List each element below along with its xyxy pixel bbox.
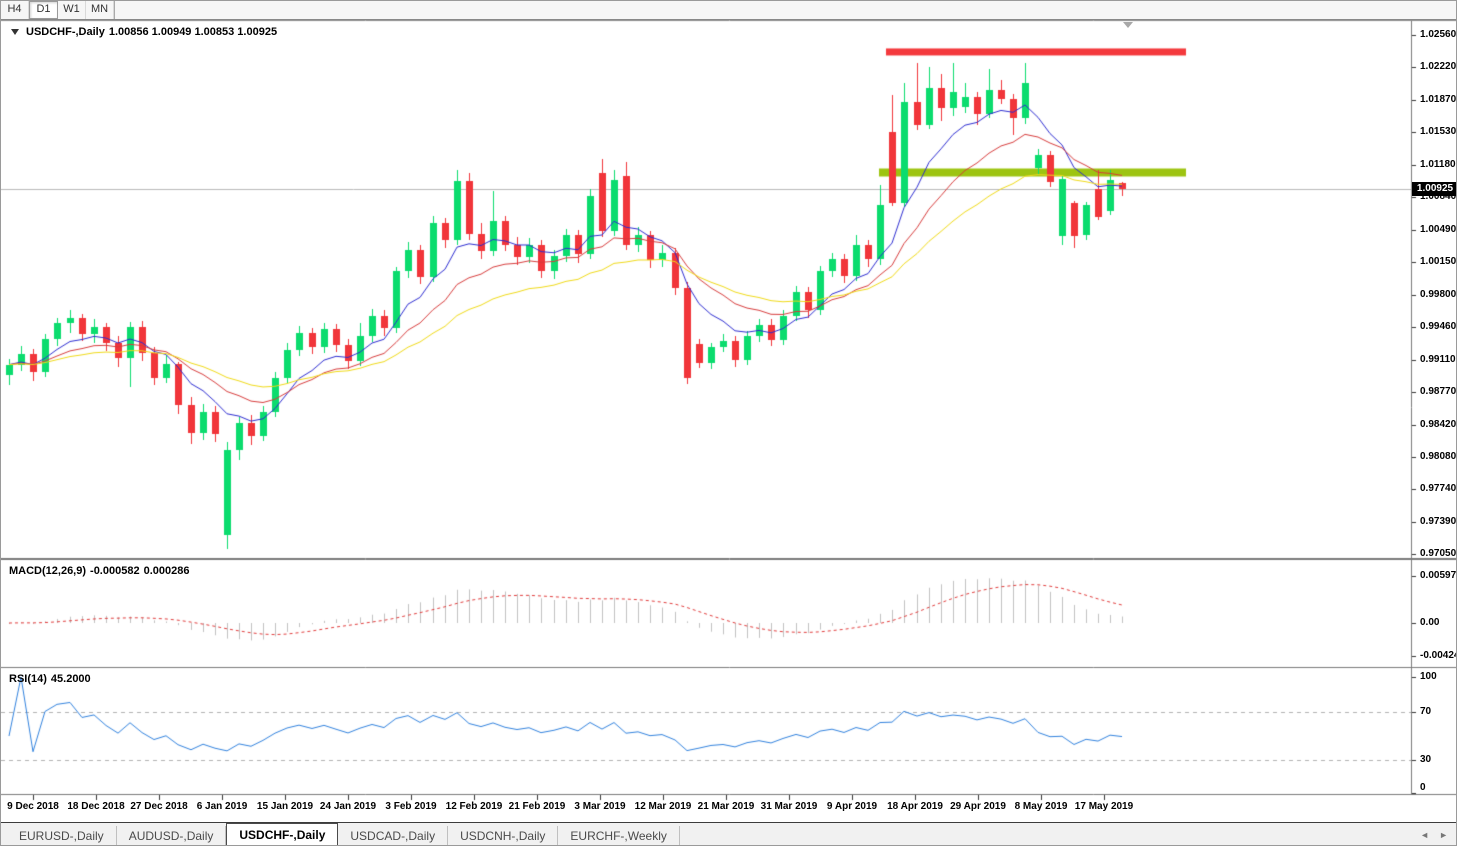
tab-usdcnh-daily[interactable]: USDCNH-,Daily (448, 826, 559, 845)
date-axis-label: 21 Feb 2019 (508, 801, 566, 812)
indicator-collapse-icon[interactable] (11, 29, 19, 35)
date-axis-label: 31 Mar 2019 (760, 801, 818, 812)
chart-title: USDCHF-,Daily 1.00856 1.00949 1.00853 1.0… (11, 26, 281, 38)
rsi-value: 45.2000 (50, 673, 91, 685)
tab-scroll-left-button[interactable]: ◄ (1420, 830, 1430, 840)
price-axis-label: 0.98420 (1420, 418, 1457, 430)
price-axis-label: 1.01870 (1420, 93, 1457, 105)
price-axis-label: 0.98770 (1420, 385, 1457, 397)
date-axis-label: 12 Feb 2019 (445, 801, 503, 812)
rsi-axis-label: 30 (1420, 753, 1432, 765)
date-axis-label: 8 May 2019 (1014, 801, 1068, 812)
macd-main-value: -0.000582 (90, 565, 140, 577)
price-axis-label: 1.01530 (1420, 126, 1457, 137)
price-axis-label: 1.02220 (1420, 61, 1457, 73)
price-axis-label: 0.99110 (1420, 353, 1456, 365)
rsi-axis-label: 100 (1420, 671, 1437, 682)
date-axis-label: 27 Dec 2018 (130, 801, 188, 812)
chart-tab-bar: EURUSD-,Daily AUDUSD-,Daily USDCHF-,Daily U… (1, 822, 1456, 845)
date-axis-label: 24 Jan 2019 (319, 801, 377, 812)
date-axis-label: 18 Dec 2018 (67, 801, 125, 812)
macd-axis-label: -0.00424 (1420, 650, 1457, 662)
rsi-axis-label: 0 (1420, 782, 1426, 793)
price-axis-label: 1.00840 (1420, 190, 1457, 202)
rsi-name: RSI(14) (9, 673, 47, 685)
price-axis-label: 0.99460 (1420, 320, 1457, 332)
tab-eurusd-daily[interactable]: EURUSD-,Daily (7, 826, 117, 845)
chart-tabs: EURUSD-,Daily AUDUSD-,Daily USDCHF-,Daily U… (7, 823, 680, 845)
date-axis-label: 9 Dec 2018 (7, 801, 59, 812)
date-axis-label: 29 Apr 2019 (950, 801, 1006, 812)
tab-usdchf-daily[interactable]: USDCHF-,Daily (226, 823, 339, 845)
date-axis-label: 9 Apr 2019 (826, 801, 878, 812)
date-axis-label: 15 Jan 2019 (256, 801, 314, 812)
price-axis-label: 1.00150 (1420, 255, 1457, 267)
rsi-axis-label: 70 (1420, 706, 1432, 718)
date-axis-label: 12 Mar 2019 (634, 801, 692, 812)
chart-shift-marker-icon (1123, 22, 1133, 28)
price-axis-label: 0.98080 (1420, 450, 1457, 462)
price-axis-label: 1.00490 (1420, 223, 1457, 235)
price-axis-label: 0.97390 (1420, 515, 1457, 527)
macd-axis-label: 0.00 (1420, 617, 1440, 628)
price-axis-label: 1.02560 (1420, 29, 1457, 40)
macd-signal-value: 0.000286 (143, 565, 190, 577)
chart-ohlc-values: 1.00856 1.00949 1.00853 1.00925 (108, 26, 278, 38)
tab-scroll-arrows: ◄ ► (1420, 830, 1448, 840)
macd-name: MACD(12,26,9) (9, 565, 87, 577)
price-axis-label: 0.97050 (1420, 547, 1457, 559)
tab-audusd-daily[interactable]: AUDUSD-,Daily (117, 826, 227, 845)
date-axis-label: 6 Jan 2019 (196, 801, 248, 812)
date-axis-label: 3 Mar 2019 (574, 801, 626, 812)
macd-label: MACD(12,26,9) -0.000582 0.000286 (9, 565, 193, 577)
tab-usdcad-daily[interactable]: USDCAD-,Daily (338, 826, 449, 845)
current-price-badge: 1.00925 (1412, 181, 1456, 196)
rsi-label: RSI(14) 45.2000 (9, 673, 95, 685)
date-axis-label: 3 Feb 2019 (385, 801, 437, 812)
chart-symbol-label: USDCHF-,Daily (26, 26, 105, 38)
price-axis-label: 1.01180 (1420, 158, 1456, 170)
macd-axis-label: 0.00597 (1420, 569, 1457, 581)
price-axis-label: 0.97740 (1420, 482, 1457, 494)
price-axis-label: 0.99800 (1420, 288, 1457, 300)
tab-eurchf-weekly[interactable]: EURCHF-,Weekly (558, 826, 680, 845)
date-axis-label: 18 Apr 2019 (887, 801, 943, 812)
tab-scroll-right-button[interactable]: ► (1439, 830, 1448, 840)
date-axis-label: 17 May 2019 (1074, 801, 1134, 812)
date-axis-label: 21 Mar 2019 (697, 801, 755, 812)
